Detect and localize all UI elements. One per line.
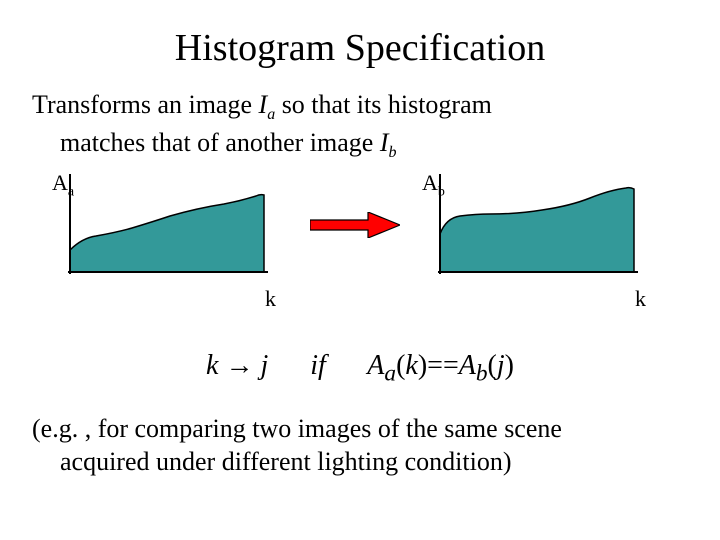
histogram-b: Ab k: [430, 174, 640, 284]
slide-title: Histogram Specification: [0, 0, 720, 70]
hist-a-svg: [60, 174, 270, 284]
hist-b-svg: [430, 174, 640, 284]
var-ib: Ib: [380, 128, 397, 157]
hist-a-ylabel: Aa: [52, 170, 74, 200]
body-part1: Transforms an image: [32, 90, 259, 119]
hist-a-shape: [70, 195, 264, 272]
hist-b-shape: [440, 188, 634, 272]
footer-paragraph: (e.g. , for comparing two images of the …: [0, 388, 720, 480]
footer-line1: (e.g. , for comparing two images of the …: [32, 412, 688, 446]
transform-arrow: [310, 212, 400, 238]
hist-b-xlabel: k: [635, 286, 646, 312]
body-paragraph: Transforms an image Ia so that its histo…: [0, 70, 720, 164]
histogram-a: Aa k: [60, 174, 270, 284]
hist-a-xlabel: k: [265, 286, 276, 312]
arrow-icon: [310, 212, 400, 238]
body-line2a: matches that of another image: [60, 128, 380, 157]
footer-line2: acquired under different lighting condit…: [32, 445, 688, 479]
body-part2: so that its histogram: [275, 90, 492, 119]
var-ia: Ia: [259, 90, 276, 119]
formula: k → j if Aa(k)==Ab(j): [0, 344, 720, 388]
diagram-area: Aa k Ab k: [0, 164, 720, 344]
hist-b-ylabel: Ab: [422, 170, 445, 200]
